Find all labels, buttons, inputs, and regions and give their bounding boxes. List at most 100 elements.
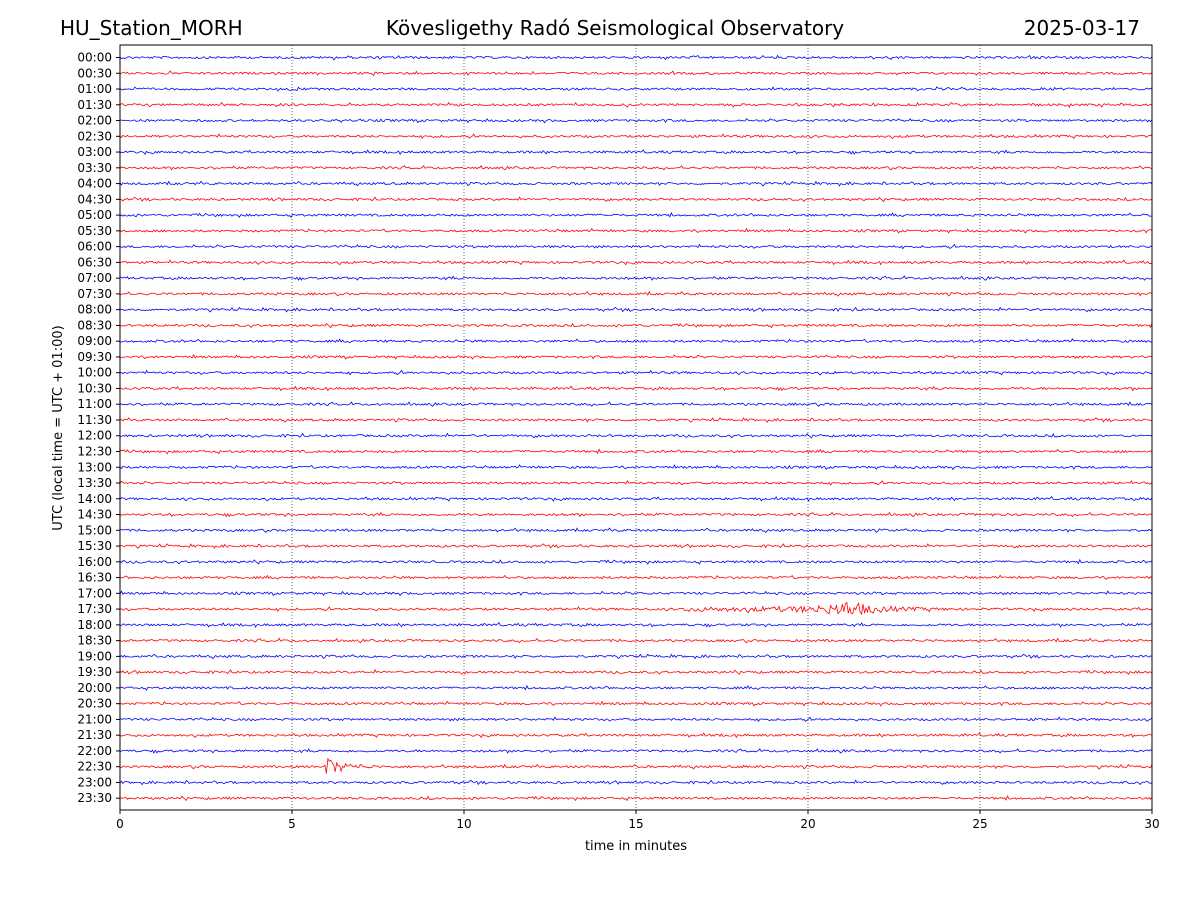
y-tick-label: 19:30 bbox=[77, 665, 112, 679]
trace-2200 bbox=[119, 748, 1153, 754]
y-tick-label: 07:00 bbox=[77, 271, 112, 285]
trace-1400 bbox=[119, 495, 1153, 502]
trace-0800 bbox=[119, 306, 1153, 313]
y-tick-label: 22:30 bbox=[77, 760, 112, 774]
trace-0400 bbox=[119, 180, 1153, 187]
trace-0100 bbox=[119, 86, 1153, 92]
trace-1700 bbox=[119, 590, 1153, 597]
y-tick-label: 05:30 bbox=[77, 224, 112, 238]
y-tick-label: 16:00 bbox=[77, 555, 112, 569]
y-tick-label: 18:30 bbox=[77, 634, 112, 648]
y-tick-label: 19:00 bbox=[77, 649, 112, 663]
trace-1500 bbox=[119, 527, 1153, 534]
y-tick-label: 12:00 bbox=[77, 429, 112, 443]
trace-1430 bbox=[119, 511, 1153, 518]
y-tick-label: 23:30 bbox=[77, 791, 112, 805]
y-tick-label: 05:00 bbox=[77, 208, 112, 222]
trace-1730 bbox=[119, 601, 1153, 616]
y-tick-label: 14:30 bbox=[77, 508, 112, 522]
trace-0430 bbox=[119, 196, 1153, 203]
y-tick-label: 01:30 bbox=[77, 98, 112, 112]
trace-0230 bbox=[119, 133, 1153, 140]
x-tick-label: 5 bbox=[288, 817, 296, 831]
y-tick-label: 23:00 bbox=[77, 775, 112, 789]
y-tick-label: 04:30 bbox=[77, 192, 112, 206]
trace-0200 bbox=[119, 118, 1153, 124]
x-tick-label: 25 bbox=[972, 817, 987, 831]
trace-1130 bbox=[119, 417, 1153, 423]
trace-1600 bbox=[119, 558, 1153, 565]
y-tick-label: 01:00 bbox=[77, 82, 112, 96]
trace-2330 bbox=[119, 795, 1153, 802]
trace-0500 bbox=[119, 212, 1152, 219]
y-tick-label: 18:00 bbox=[77, 618, 112, 632]
trace-1900 bbox=[119, 653, 1153, 660]
x-tick-label: 15 bbox=[628, 817, 643, 831]
y-tick-label: 21:00 bbox=[77, 712, 112, 726]
trace-2230 bbox=[120, 757, 1153, 774]
y-tick-label: 13:30 bbox=[77, 476, 112, 490]
y-tick-label: 06:30 bbox=[77, 255, 112, 269]
y-tick-label: 07:30 bbox=[77, 287, 112, 301]
trace-1230 bbox=[119, 448, 1153, 455]
trace-2030 bbox=[119, 700, 1153, 707]
x-tick-labels: 0 5 10 15 20 25 30 bbox=[116, 810, 1160, 831]
x-tick-label: 0 bbox=[116, 817, 124, 831]
trace-0300 bbox=[119, 149, 1153, 156]
trace-1200 bbox=[119, 432, 1153, 439]
trace-0600 bbox=[119, 243, 1153, 250]
trace-1930 bbox=[119, 669, 1153, 675]
x-axis-label: time in minutes bbox=[585, 839, 687, 854]
y-tick-label: 09:30 bbox=[77, 350, 112, 364]
y-tick-label: 22:00 bbox=[77, 744, 112, 758]
y-tick-label: 10:00 bbox=[77, 366, 112, 380]
y-tick-label: 08:00 bbox=[77, 303, 112, 317]
y-tick-label: 16:30 bbox=[77, 571, 112, 585]
trace-1300 bbox=[119, 464, 1153, 471]
grid-lines bbox=[291, 45, 981, 810]
trace-0700 bbox=[119, 275, 1153, 281]
trace-0630 bbox=[119, 259, 1153, 266]
y-tick-label: 10:30 bbox=[77, 381, 112, 395]
y-tick-label: 00:30 bbox=[77, 66, 112, 80]
y-tick-label: 15:00 bbox=[77, 523, 112, 537]
y-tick-label: 03:30 bbox=[77, 161, 112, 175]
y-tick-label: 02:30 bbox=[77, 129, 112, 143]
trace-0330 bbox=[119, 164, 1153, 171]
trace-2130 bbox=[119, 732, 1153, 739]
y-tick-label: 03:00 bbox=[77, 145, 112, 159]
x-tick-label: 10 bbox=[456, 817, 471, 831]
trace-group bbox=[119, 54, 1153, 802]
y-tick-label: 11:00 bbox=[77, 397, 112, 411]
trace-1000 bbox=[119, 369, 1153, 376]
trace-1330 bbox=[119, 479, 1153, 486]
trace-1030 bbox=[119, 385, 1153, 392]
trace-0030 bbox=[119, 70, 1153, 77]
trace-1530 bbox=[120, 543, 1153, 549]
trace-1630 bbox=[119, 574, 1153, 580]
y-tick-label: 09:00 bbox=[77, 334, 112, 348]
trace-0930 bbox=[119, 353, 1153, 360]
y-tick-label: 08:30 bbox=[77, 318, 112, 332]
y-tick-label: 11:30 bbox=[77, 413, 112, 427]
trace-1800 bbox=[119, 622, 1153, 628]
y-tick-label: 17:30 bbox=[77, 602, 112, 616]
trace-0830 bbox=[119, 322, 1153, 329]
trace-1100 bbox=[119, 401, 1153, 407]
trace-0530 bbox=[119, 227, 1153, 234]
trace-2000 bbox=[119, 684, 1153, 691]
y-tick-label: 20:30 bbox=[77, 697, 112, 711]
trace-0730 bbox=[120, 290, 1153, 297]
y-tick-label: 14:00 bbox=[77, 492, 112, 506]
y-tick-label: 21:30 bbox=[77, 728, 112, 742]
y-tick-label: 12:30 bbox=[77, 445, 112, 459]
date-title: 2025-03-17 bbox=[1024, 16, 1140, 40]
trace-0000 bbox=[119, 54, 1153, 61]
y-tick-label: 13:00 bbox=[77, 460, 112, 474]
trace-0130 bbox=[119, 101, 1153, 108]
trace-2100 bbox=[119, 716, 1153, 723]
y-tick-label: 04:00 bbox=[77, 177, 112, 191]
trace-1830 bbox=[119, 637, 1153, 644]
y-tick-label: 17:00 bbox=[77, 586, 112, 600]
